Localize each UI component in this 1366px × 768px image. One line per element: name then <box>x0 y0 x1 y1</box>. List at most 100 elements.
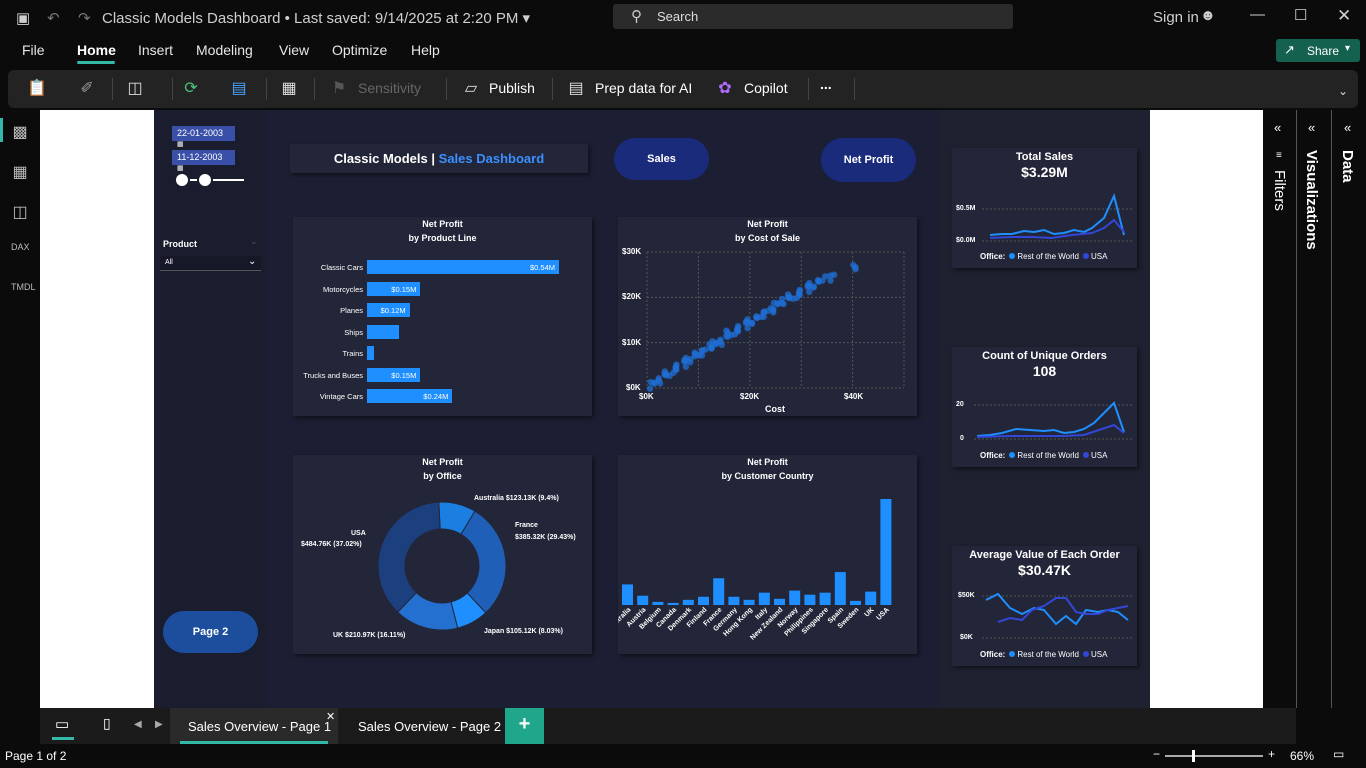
x-tick-label: UK <box>864 606 876 618</box>
legend-label: Office: <box>980 650 1006 659</box>
table-view-icon[interactable]: ▦ <box>12 164 28 181</box>
menu-modeling[interactable]: Modeling <box>196 42 253 58</box>
chevron-down-icon[interactable]: ⌄ <box>1337 84 1349 98</box>
menu-file[interactable]: File <box>22 42 45 58</box>
visualizations-pane-label[interactable]: Visualizations <box>1303 150 1320 250</box>
scatter-point <box>810 283 817 290</box>
kpi-total-sales[interactable]: Total Sales $3.29M $0.5M $0.0M Office: Re… <box>952 148 1137 268</box>
sparkline <box>974 401 1132 440</box>
publish-button[interactable]: Publish <box>489 80 535 96</box>
dax-query-icon[interactable]: DAX <box>11 242 30 252</box>
bar[interactable] <box>367 260 559 274</box>
slider-handle-end[interactable] <box>197 172 213 188</box>
bar[interactable] <box>367 303 410 317</box>
undo-icon[interactable]: ↶ <box>47 10 60 27</box>
prep-data-button[interactable]: Prep data for AI <box>595 80 693 96</box>
bar <box>622 584 633 605</box>
bar[interactable] <box>367 389 453 403</box>
model-view-icon[interactable]: ◫ <box>12 204 28 221</box>
tmdl-view-icon[interactable]: TMDL <box>11 282 36 292</box>
paste-icon[interactable]: 📋 <box>27 80 47 97</box>
redo-icon[interactable]: ↷ <box>78 10 91 27</box>
donut-slice <box>377 501 441 613</box>
scatter-point <box>806 288 813 296</box>
bar[interactable] <box>367 281 421 296</box>
sign-in-link[interactable]: Sign in <box>1153 9 1199 26</box>
new-visual-icon[interactable]: ▤ <box>231 80 247 97</box>
minimize-icon[interactable]: — <box>1250 6 1265 23</box>
kpi-average-order[interactable]: Average Value of Each Order $30.47K $50K… <box>952 546 1137 666</box>
calculator-icon[interactable]: ▦ <box>281 80 297 97</box>
chevron-down-icon[interactable]: ⌄ <box>250 236 258 246</box>
save-icon[interactable]: ▣ <box>16 10 31 27</box>
series-usa <box>997 597 1129 623</box>
office-chart[interactable]: Net Profit by Office USA $484.76K (37.02… <box>293 455 592 654</box>
format-painter-icon[interactable]: ✐ <box>80 80 94 97</box>
account-icon[interactable]: ☻ <box>1200 7 1216 24</box>
net-profit-button[interactable]: Net Profit <box>821 138 916 182</box>
get-data-icon[interactable]: ◫ <box>127 80 143 97</box>
desktop-layout-icon[interactable]: ▭ <box>55 716 70 733</box>
menu-insert[interactable]: Insert <box>138 42 174 58</box>
fit-to-page-icon[interactable]: ▭ <box>1333 747 1345 761</box>
close-icon[interactable]: ✕ <box>1337 6 1352 25</box>
page-tab-1[interactable]: Sales Overview - Page 1 ✕ <box>170 708 338 744</box>
legend-item[interactable]: Rest of the World <box>1017 650 1079 659</box>
collapse-data-icon[interactable]: « <box>1344 120 1352 135</box>
data-pane-label[interactable]: Data <box>1339 150 1356 183</box>
zoom-in-icon[interactable]: + <box>1268 747 1276 761</box>
y-tick: $20K <box>622 292 642 301</box>
menu-view[interactable]: View <box>279 42 310 58</box>
legend-item[interactable]: USA <box>1091 451 1108 460</box>
legend-item[interactable]: Rest of the World <box>1017 451 1079 460</box>
legend-dot <box>1083 253 1089 259</box>
zoom-out-icon[interactable]: − <box>1153 747 1161 761</box>
refresh-icon[interactable]: ⟳ <box>184 80 198 97</box>
bar[interactable] <box>367 346 375 360</box>
page2-button[interactable]: Page 2 <box>163 611 258 653</box>
bar <box>804 594 816 605</box>
report-view-icon[interactable]: ▩ <box>12 124 28 141</box>
bar[interactable] <box>367 367 421 382</box>
scatter-point <box>778 300 786 307</box>
close-tab-icon[interactable]: ✕ <box>326 711 336 723</box>
search-box[interactable]: ⚲ Search <box>613 4 1013 29</box>
sales-button[interactable]: Sales <box>614 138 709 180</box>
publish-icon: ▱ <box>464 80 478 97</box>
share-button[interactable]: ↗ Share ▾ <box>1276 39 1360 62</box>
copilot-button[interactable]: Copilot <box>744 80 788 96</box>
scatter-point <box>760 313 767 321</box>
cost-of-sale-chart[interactable]: Net Profit by Cost of Sale $30K $20K $10… <box>618 217 917 416</box>
page-tab-2[interactable]: Sales Overview - Page 2 <box>340 708 505 744</box>
menu-help[interactable]: Help <box>411 42 440 58</box>
bar <box>789 590 801 605</box>
product-line-chart[interactable]: Net Profit by Product Line Classic Cars $… <box>293 217 592 416</box>
menu-optimize[interactable]: Optimize <box>332 42 388 58</box>
filters-pane-label[interactable]: Filters <box>1271 170 1288 211</box>
legend-item[interactable]: Rest of the World <box>1017 252 1079 261</box>
collapse-filters-icon[interactable]: « <box>1274 120 1282 135</box>
bar[interactable] <box>367 324 399 339</box>
next-page-icon[interactable]: ▶ <box>155 719 163 730</box>
scatter-plot <box>646 251 905 392</box>
slider-handle-start[interactable] <box>174 172 190 188</box>
date-from-value: 22-01-2003 <box>177 128 224 138</box>
zoom-slider-handle[interactable] <box>1192 750 1195 762</box>
zoom-slider[interactable] <box>1165 755 1263 757</box>
menu-home[interactable]: Home <box>77 42 116 58</box>
product-dropdown[interactable]: All ⌄ <box>160 256 261 271</box>
collapse-visualizations-icon[interactable]: « <box>1308 120 1316 135</box>
more-options-button[interactable]: ... <box>820 76 832 92</box>
chevron-down-icon: ▾ <box>1345 43 1351 54</box>
country-chart[interactable]: Net Profit by Customer Country Australia… <box>618 455 917 654</box>
legend-item[interactable]: USA <box>1091 650 1108 659</box>
bar-category-label: Trains <box>342 349 363 358</box>
maximize-icon[interactable]: ☐ <box>1294 7 1308 24</box>
date-to-chip[interactable]: 11-12-2003 ▦ <box>172 150 235 172</box>
kpi-unique-orders[interactable]: Count of Unique Orders 108 20 0 Office: R… <box>952 347 1137 467</box>
date-from-chip[interactable]: 22-01-2003 ▦ <box>172 126 235 148</box>
previous-page-icon[interactable]: ◀ <box>134 719 142 730</box>
legend-item[interactable]: USA <box>1091 252 1108 261</box>
add-page-button[interactable]: + <box>505 708 544 744</box>
mobile-layout-icon[interactable]: ▯ <box>103 715 111 731</box>
